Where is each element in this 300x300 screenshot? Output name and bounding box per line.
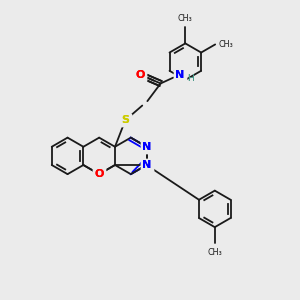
Text: O: O (94, 169, 104, 179)
Text: CH₃: CH₃ (219, 40, 233, 49)
Text: O: O (94, 169, 104, 179)
Text: O: O (135, 70, 145, 80)
Text: CH₃: CH₃ (207, 248, 222, 257)
Text: N: N (142, 160, 151, 170)
Text: H: H (188, 74, 194, 83)
Text: N: N (142, 142, 151, 152)
Text: O: O (135, 70, 145, 80)
Text: N: N (175, 70, 184, 80)
Text: S: S (121, 115, 129, 125)
Text: S: S (121, 115, 129, 125)
Text: N: N (175, 70, 184, 80)
Text: N: N (142, 142, 151, 152)
Text: CH₃: CH₃ (178, 14, 193, 23)
Text: H: H (188, 74, 194, 83)
Text: N: N (142, 160, 151, 170)
